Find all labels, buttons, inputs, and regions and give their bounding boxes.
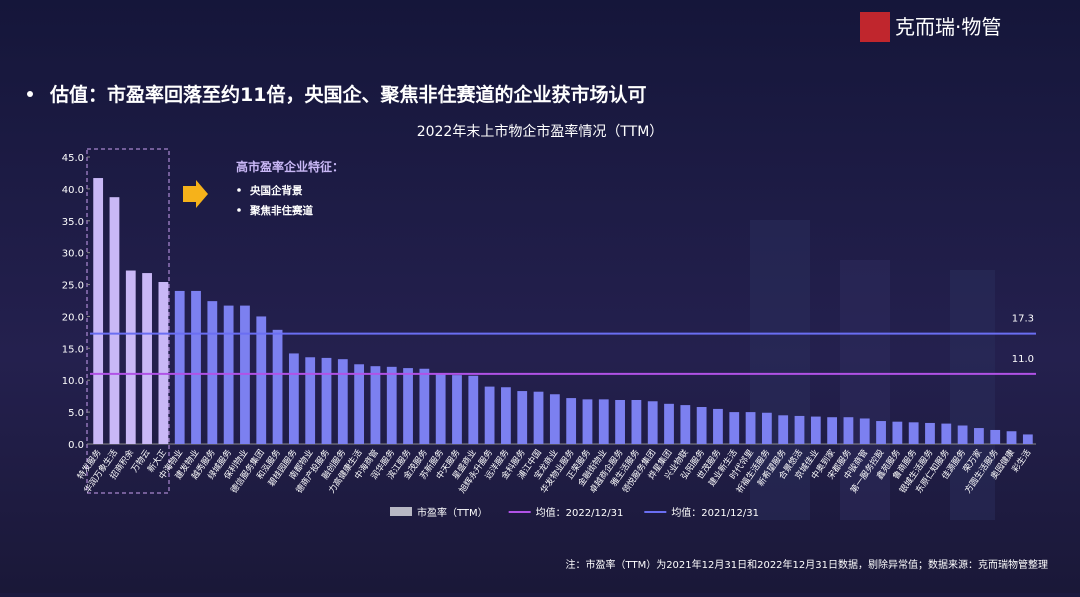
bar bbox=[631, 399, 642, 444]
bar bbox=[598, 399, 609, 444]
bar bbox=[419, 368, 430, 444]
bar bbox=[794, 415, 805, 444]
bar bbox=[288, 353, 299, 444]
bar bbox=[859, 418, 870, 444]
footnote: 注：市盈率（TTM）为2021年12月31日和2022年12月31日数据，剔除异… bbox=[566, 558, 1048, 571]
bar bbox=[321, 357, 332, 444]
bar bbox=[778, 415, 789, 444]
bar bbox=[810, 416, 821, 444]
y-tick-label: 30.0 bbox=[62, 249, 84, 260]
bar bbox=[174, 290, 185, 444]
bar bbox=[549, 394, 560, 444]
bg-building bbox=[750, 220, 810, 520]
bar bbox=[615, 399, 625, 444]
bar bbox=[125, 270, 136, 444]
bar bbox=[452, 375, 462, 444]
bar bbox=[892, 421, 903, 444]
bar bbox=[941, 423, 952, 444]
bar bbox=[990, 429, 1001, 444]
bar bbox=[713, 408, 723, 444]
chart-title: 2022年末上市物企市盈率情况（TTM） bbox=[417, 123, 664, 140]
bar bbox=[272, 329, 283, 444]
bar bbox=[696, 407, 707, 444]
bar bbox=[142, 273, 152, 444]
y-tick-label: 35.0 bbox=[62, 217, 84, 228]
bar bbox=[957, 425, 968, 444]
legend-swatch bbox=[390, 507, 412, 516]
bar bbox=[517, 391, 528, 444]
bullet bbox=[27, 91, 33, 97]
bar bbox=[566, 398, 577, 444]
line-label: 11.0 bbox=[1012, 354, 1034, 365]
y-tick-label: 15.0 bbox=[62, 344, 84, 355]
bg-building bbox=[950, 270, 995, 520]
bar bbox=[533, 391, 544, 444]
bar bbox=[337, 359, 348, 444]
highlight-box bbox=[86, 148, 170, 494]
bar bbox=[403, 368, 413, 444]
y-tick-label: 45.0 bbox=[62, 153, 84, 164]
bullet bbox=[237, 188, 241, 192]
bg-building bbox=[840, 260, 890, 520]
bar bbox=[1022, 434, 1033, 444]
annotation-item: 央国企背景 bbox=[250, 184, 303, 197]
bar bbox=[664, 403, 674, 444]
bar bbox=[386, 366, 397, 444]
bar bbox=[974, 428, 984, 444]
bar bbox=[647, 401, 658, 444]
logo: 克而瑞·物管 bbox=[895, 15, 1001, 39]
bullet bbox=[237, 208, 241, 212]
annotation-title: 高市盈率企业特征： bbox=[236, 159, 344, 174]
bar bbox=[1006, 431, 1017, 444]
bar bbox=[501, 387, 511, 444]
bar bbox=[680, 405, 691, 444]
y-tick-label: 25.0 bbox=[62, 281, 84, 292]
bar bbox=[305, 357, 316, 444]
bar bbox=[484, 386, 495, 444]
bar bbox=[843, 417, 854, 444]
bar bbox=[761, 412, 772, 444]
bar bbox=[729, 412, 740, 444]
y-tick-label: 0.0 bbox=[68, 440, 84, 451]
bar bbox=[908, 422, 919, 444]
bar bbox=[158, 282, 169, 444]
bar bbox=[827, 417, 838, 444]
annotation-item: 聚焦非住赛道 bbox=[249, 204, 313, 217]
bar bbox=[435, 374, 446, 444]
bar bbox=[745, 412, 756, 444]
logo-icon bbox=[860, 12, 890, 42]
y-tick-label: 40.0 bbox=[62, 185, 84, 196]
legend-label: 市盈率（TTM） bbox=[417, 506, 488, 519]
bar bbox=[582, 399, 593, 444]
heading: 估值：市盈率回落至约11倍，央国企、聚焦非住赛道的企业获市场认可 bbox=[49, 83, 646, 106]
bar bbox=[925, 422, 935, 444]
y-tick-label: 5.0 bbox=[68, 408, 84, 419]
bar bbox=[93, 178, 104, 444]
bar bbox=[191, 290, 201, 444]
bar bbox=[468, 375, 479, 444]
line-label: 17.3 bbox=[1012, 314, 1034, 325]
y-tick-label: 20.0 bbox=[62, 312, 84, 323]
legend-label: 均值：2021/12/31 bbox=[671, 506, 759, 519]
arrow bbox=[183, 180, 208, 208]
y-tick-label: 10.0 bbox=[62, 376, 84, 387]
bar bbox=[354, 364, 365, 444]
bar bbox=[207, 301, 218, 444]
legend-label: 均值：2022/12/31 bbox=[536, 506, 624, 519]
bar bbox=[109, 197, 120, 444]
bar bbox=[876, 421, 886, 444]
bar bbox=[256, 316, 267, 444]
bar bbox=[370, 366, 381, 444]
